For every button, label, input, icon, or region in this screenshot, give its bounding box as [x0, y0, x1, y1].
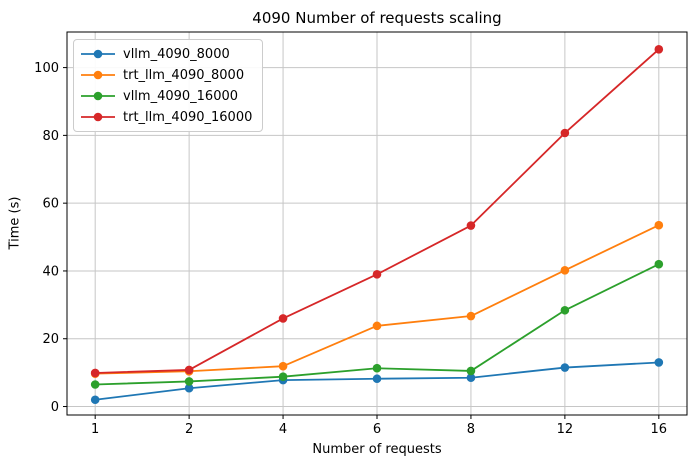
series-marker-vllm_4090_8000	[654, 358, 664, 367]
legend: vllm_4090_8000 trt_llm_4090_8000 vllm_4090…	[73, 39, 264, 132]
series-marker-trt_llm_4090_16000	[654, 44, 664, 54]
x-tick-label: 8	[467, 422, 475, 437]
legend-label: vllm_4090_8000	[123, 46, 230, 62]
legend-marker	[93, 49, 103, 59]
series-marker-vllm_4090_16000	[372, 363, 382, 373]
y-tick-label: 60	[42, 197, 59, 212]
y-tick-label: 0	[51, 400, 59, 415]
series-marker-vllm_4090_8000	[184, 383, 194, 393]
legend-marker	[93, 91, 103, 101]
series-marker-vllm_4090_16000	[466, 366, 476, 376]
x-axis-label: Number of requests	[312, 442, 442, 457]
series-marker-trt_llm_4090_8000	[466, 311, 476, 321]
y-tick-label: 20	[42, 332, 59, 347]
series-marker-trt_llm_4090_16000	[184, 365, 194, 375]
y-tick-label: 80	[42, 129, 59, 144]
series-marker-vllm_4090_16000	[560, 305, 570, 315]
legend-line-marker-icon	[81, 49, 115, 59]
x-tick-label: 16	[651, 422, 668, 437]
x-tick-label: 4	[279, 422, 287, 437]
series-marker-trt_llm_4090_16000	[90, 368, 100, 378]
legend-line-marker-icon	[81, 112, 115, 122]
series-marker-vllm_4090_8000	[466, 373, 476, 383]
legend-label: trt_llm_4090_16000	[123, 109, 253, 125]
legend-item-vllm_4090_8000: vllm_4090_8000	[81, 45, 252, 63]
legend-line-marker-icon	[81, 70, 115, 80]
chart-title: 4090 Number of requests scaling	[252, 9, 502, 27]
y-axis-label: Time (s)	[7, 196, 23, 250]
series-marker-vllm_4090_8000	[90, 395, 100, 405]
legend-label: vllm_4090_16000	[123, 88, 239, 104]
legend-label: trt_llm_4090_8000	[123, 67, 245, 83]
series-marker-vllm_4090_8000	[560, 363, 570, 372]
series-marker-vllm_4090_16000	[278, 372, 288, 382]
y-tick-label: 100	[34, 61, 59, 76]
series-marker-trt_llm_4090_16000	[560, 128, 570, 138]
series-marker-vllm_4090_16000	[184, 377, 194, 386]
series-marker-vllm_4090_8000	[372, 374, 382, 384]
series-marker-vllm_4090_16000	[90, 380, 100, 389]
series-marker-trt_llm_4090_8000	[372, 321, 382, 331]
x-tick-label: 2	[185, 422, 193, 437]
legend-line-marker-icon	[81, 91, 115, 101]
x-tick-label: 1	[91, 422, 99, 437]
legend-item-trt_llm_4090_16000: trt_llm_4090_16000	[81, 108, 252, 126]
series-marker-trt_llm_4090_8000	[560, 265, 570, 275]
x-tick-label: 6	[373, 422, 381, 437]
y-tick-label: 40	[42, 264, 59, 279]
legend-marker	[93, 112, 103, 122]
legend-item-vllm_4090_16000: vllm_4090_16000	[81, 87, 252, 105]
series-marker-vllm_4090_16000	[654, 259, 664, 269]
x-tick-label: 12	[557, 422, 574, 437]
series-marker-trt_llm_4090_8000	[278, 361, 288, 371]
series-marker-trt_llm_4090_16000	[278, 314, 288, 323]
series-marker-trt_llm_4090_16000	[372, 270, 382, 279]
series-marker-trt_llm_4090_16000	[466, 221, 476, 230]
legend-item-trt_llm_4090_8000: trt_llm_4090_8000	[81, 66, 252, 84]
series-marker-trt_llm_4090_8000	[654, 220, 664, 230]
legend-marker	[93, 70, 103, 80]
